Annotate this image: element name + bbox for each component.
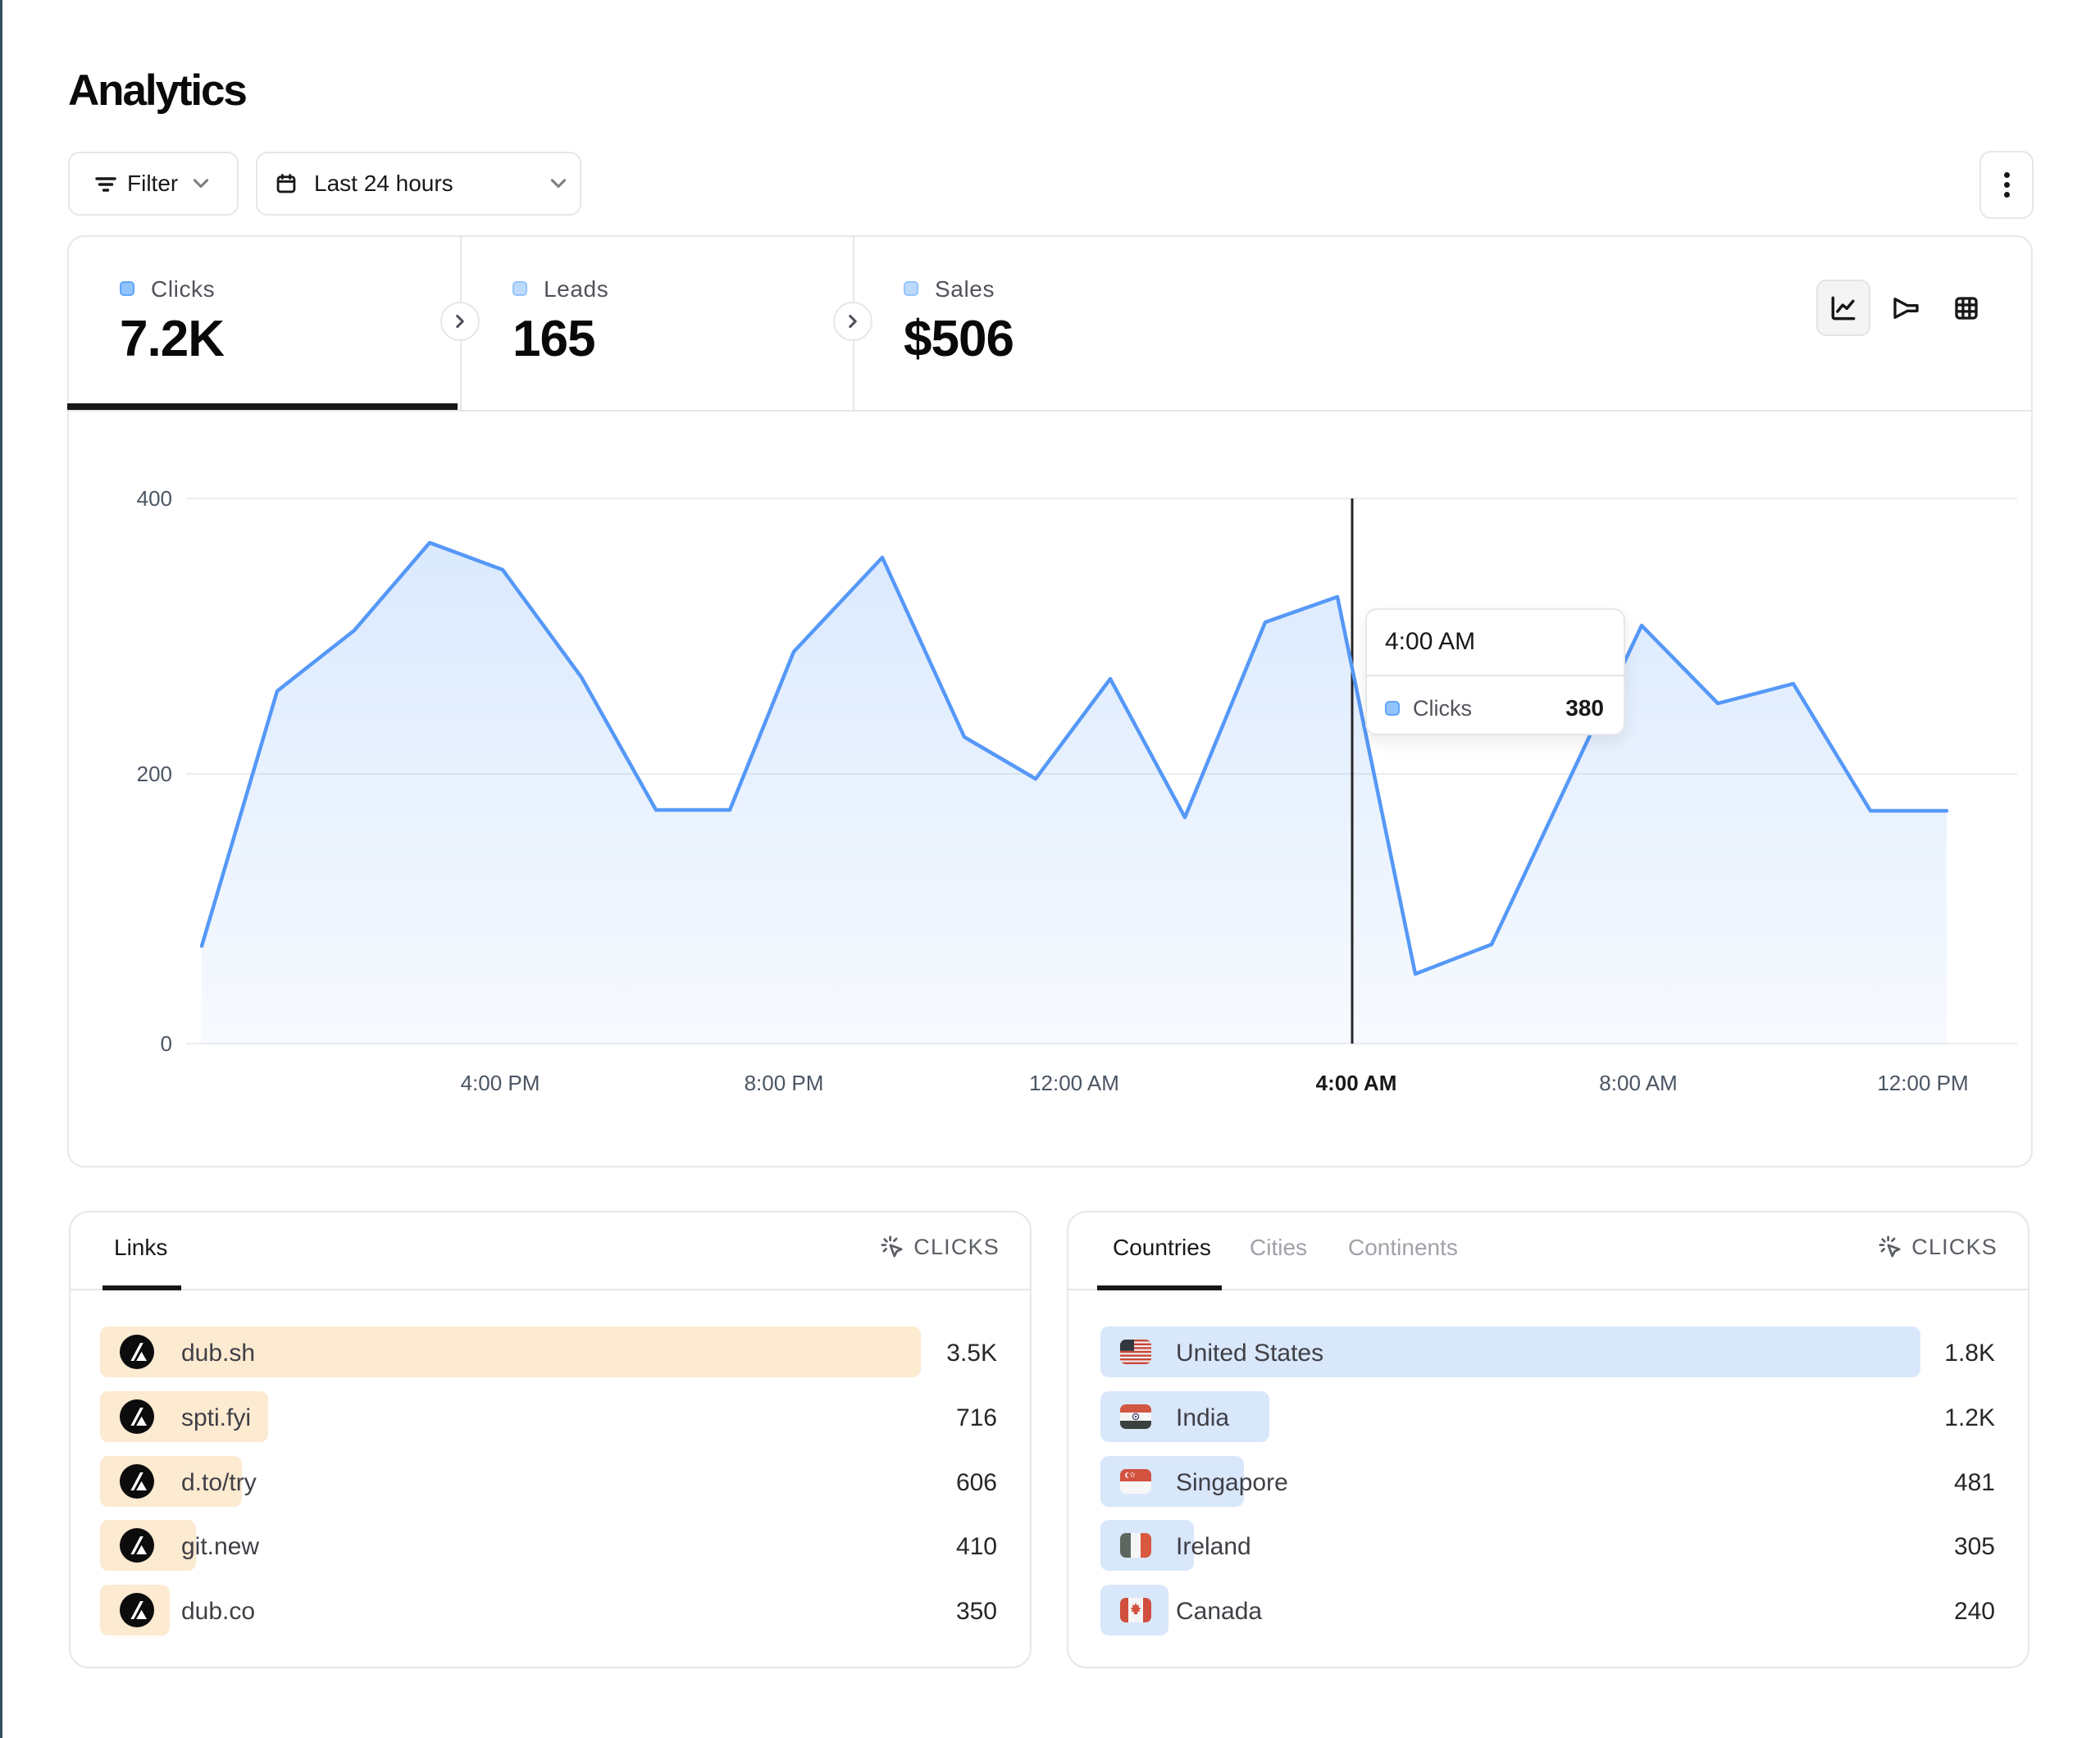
svg-text:12:00 AM: 12:00 AM <box>1029 1071 1119 1095</box>
svg-text:200: 200 <box>137 762 172 786</box>
svg-text:8:00 AM: 8:00 AM <box>1599 1071 1677 1095</box>
svg-text:4:00 PM: 4:00 PM <box>461 1071 540 1095</box>
svg-text:400: 400 <box>137 486 172 511</box>
svg-text:8:00 PM: 8:00 PM <box>745 1071 824 1095</box>
svg-text:4:00 AM: 4:00 AM <box>1316 1071 1397 1095</box>
svg-text:12:00 PM: 12:00 PM <box>1877 1071 1968 1095</box>
svg-text:0: 0 <box>161 1031 172 1056</box>
